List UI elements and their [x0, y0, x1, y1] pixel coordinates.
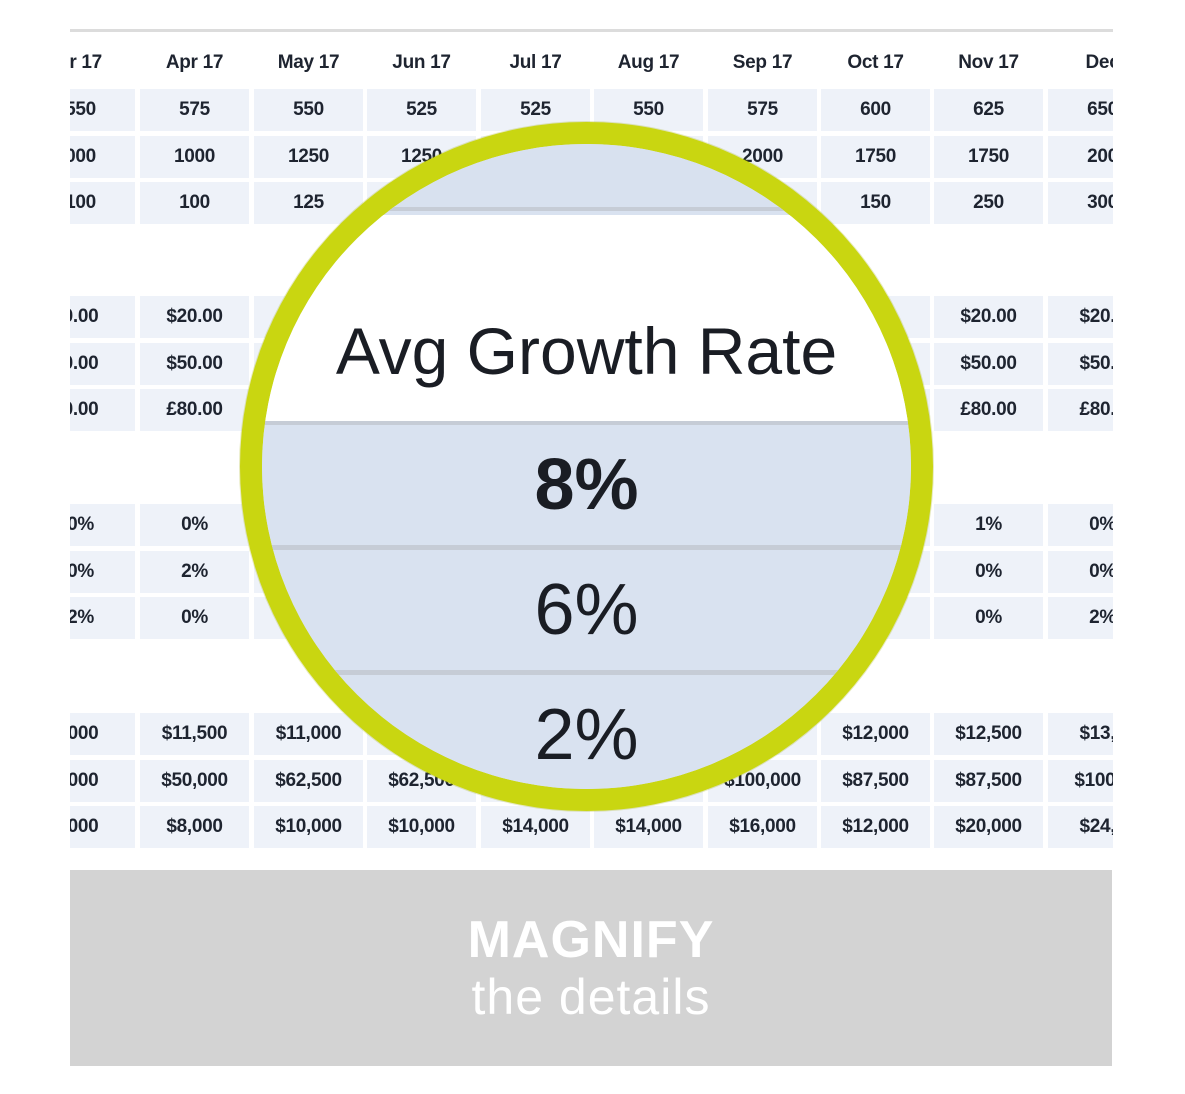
- table-cell: $12,500: [934, 713, 1043, 755]
- table-cell: ,000: [70, 713, 135, 755]
- table-cell: 650: [1048, 89, 1113, 131]
- table-cell: 0.00: [70, 296, 135, 338]
- table-cell: $10,000: [254, 806, 363, 848]
- table-cell: 0%: [70, 504, 135, 546]
- table-cell: 0.00: [70, 342, 135, 385]
- table-cell: ,000: [70, 759, 135, 802]
- table-cell: 0%: [934, 550, 1043, 593]
- table-cell: $10,000: [367, 806, 476, 848]
- table-cell: 250: [934, 182, 1043, 224]
- table-cell: $20,000: [934, 806, 1043, 848]
- table-cell: 1%: [934, 504, 1043, 546]
- table-cell: 100: [140, 182, 249, 224]
- table-cell: 525: [481, 89, 590, 131]
- table-cell: 0%: [140, 504, 249, 546]
- table-cell: 0%: [934, 597, 1043, 639]
- table-cell: $50,000: [140, 759, 249, 802]
- magnified-value: 6%: [534, 570, 639, 650]
- column-header: ar 17: [70, 52, 102, 73]
- magnified-header: Avg Growth Rate: [262, 215, 911, 421]
- table-cell: 575: [140, 89, 249, 131]
- table-cell: $14,000: [594, 806, 703, 848]
- table-cell: £80.00: [140, 389, 249, 431]
- table-cell: 575: [708, 89, 817, 131]
- column-header: Dec: [1085, 52, 1113, 73]
- table-cell: 2%: [1048, 597, 1113, 639]
- table-cell: 300: [1048, 182, 1113, 224]
- magnifier-lens: Avg Growth Rate 8% 6% 2%: [240, 122, 933, 811]
- table-cell: ,000: [70, 806, 135, 848]
- banner-subtitle: the details: [471, 969, 711, 1025]
- table-cell: $100,0: [1048, 759, 1113, 802]
- table-cell: $8,000: [140, 806, 249, 848]
- table-cell: 2%: [140, 550, 249, 593]
- magnified-divider: [262, 421, 911, 425]
- magnified-value: 2%: [534, 695, 639, 775]
- table-cell: 2%: [70, 597, 135, 639]
- table-cell: 0.00: [70, 389, 135, 431]
- banner-title: MAGNIFY: [467, 911, 715, 969]
- table-cell: $87,500: [934, 759, 1043, 802]
- table-cell: £80.0: [1048, 389, 1113, 431]
- magnified-cell: 6%: [262, 550, 911, 670]
- table-cell: 100: [70, 182, 135, 224]
- table-cell: $20.00: [934, 296, 1043, 338]
- table-cell: 000: [70, 135, 135, 178]
- column-header: Apr 17: [165, 52, 224, 73]
- magnified-value: 8%: [534, 445, 639, 525]
- column-header: Sep 17: [732, 52, 793, 73]
- banner: MAGNIFY the details: [70, 870, 1112, 1066]
- table-cell: 550: [594, 89, 703, 131]
- magnified-divider: [262, 670, 911, 675]
- column-header: Jun 17: [392, 52, 451, 73]
- table-cell: 550: [254, 89, 363, 131]
- table-cell: £80.00: [934, 389, 1043, 431]
- table-cell: 550: [70, 89, 135, 131]
- table-cell: $16,000: [708, 806, 817, 848]
- table-cell: 525: [367, 89, 476, 131]
- column-header: Nov 17: [958, 52, 1019, 73]
- magnified-cell: 8%: [262, 425, 911, 545]
- magnified-cell: 2%: [262, 675, 911, 789]
- column-header: Aug 17: [617, 52, 680, 73]
- table-cell: 1750: [934, 135, 1043, 178]
- magnified-row-top: [262, 144, 911, 211]
- table-cell: 600: [821, 89, 930, 131]
- table-cell: $11,500: [140, 713, 249, 755]
- table-cell: $13,0: [1048, 713, 1113, 755]
- table-top-rule: [70, 29, 1113, 32]
- table-cell: $24,0: [1048, 806, 1113, 848]
- table-cell: 0%: [1048, 504, 1113, 546]
- table-cell: $20.00: [140, 296, 249, 338]
- magnified-heading: Avg Growth Rate: [335, 314, 838, 388]
- table-cell: 200: [1048, 135, 1113, 178]
- column-header: Oct 17: [847, 52, 904, 73]
- table-cell: 0%: [140, 597, 249, 639]
- table-cell: $50.00: [140, 342, 249, 385]
- magnified-divider: [262, 545, 911, 550]
- column-header: May 17: [277, 52, 340, 73]
- table-cell: $14,000: [481, 806, 590, 848]
- table-cell: $20.0: [1048, 296, 1113, 338]
- table-cell: 625: [934, 89, 1043, 131]
- table-cell: $50.0: [1048, 342, 1113, 385]
- table-cell: 0%: [70, 550, 135, 593]
- table-cell: $12,000: [821, 806, 930, 848]
- column-header: Jul 17: [509, 52, 562, 73]
- table-cell: 1000: [140, 135, 249, 178]
- table-cell: $50.00: [934, 342, 1043, 385]
- table-cell: 0%: [1048, 550, 1113, 593]
